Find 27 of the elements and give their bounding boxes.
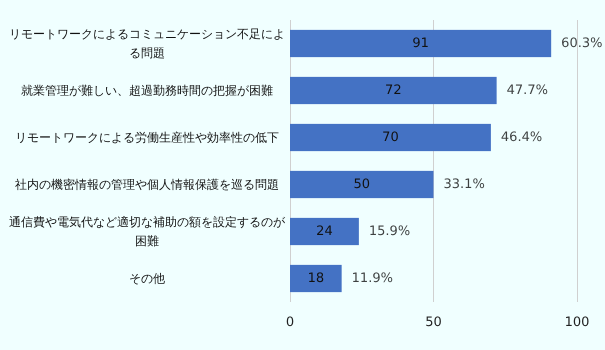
bar xyxy=(290,76,497,104)
bar xyxy=(290,124,491,152)
annotation: 46.4% xyxy=(500,130,542,145)
bar xyxy=(290,170,434,198)
annotation: 33.1% xyxy=(444,177,485,192)
x-tick-label: 50 xyxy=(425,315,442,330)
bar xyxy=(290,264,342,292)
y-tick-label: リモートワークによるコミュニケーション不足による問題 xyxy=(9,27,285,60)
bar xyxy=(290,218,359,246)
annotation: 47.7% xyxy=(506,83,548,98)
y-tick-label: リモートワークによる労働生産性や効率性の低下 xyxy=(15,130,279,144)
y-tick-label: 就業管理が難しい、超過勤務時間の把握が困難 xyxy=(21,84,273,98)
data-label: 18 xyxy=(308,271,324,286)
annotation: 15.9% xyxy=(368,224,410,239)
x-tick-label: 100 xyxy=(564,315,590,330)
y-tick-label: 通信費や電気代など適切な補助の額を設定するのが困難 xyxy=(9,215,286,248)
data-label: 91 xyxy=(412,36,429,51)
annotation: 60.3% xyxy=(561,36,602,51)
annotation: 11.9% xyxy=(352,271,393,286)
data-label: 50 xyxy=(353,177,370,192)
y-tick-label: 社内の機密情報の管理や個人情報保護を巡る問題 xyxy=(15,178,279,192)
x-tick-label: 0 xyxy=(286,315,294,330)
data-label: 24 xyxy=(316,224,333,239)
y-tick-label: その他 xyxy=(129,272,165,286)
data-label: 72 xyxy=(385,83,402,98)
bar xyxy=(290,30,552,58)
data-label: 70 xyxy=(382,130,399,145)
